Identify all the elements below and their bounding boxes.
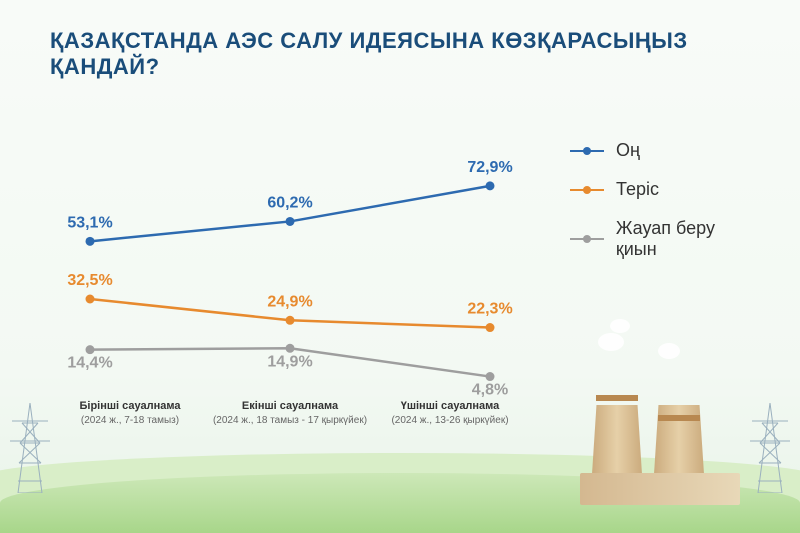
data-point <box>86 295 95 304</box>
legend-label: Теріс <box>616 179 659 200</box>
legend-swatch <box>570 150 604 152</box>
legend-swatch <box>570 238 604 240</box>
x-axis-label-sub: (2024 ж., 7-18 тамыз) <box>81 415 179 426</box>
x-axis-label: Екінші сауалнама (2024 ж., 18 тамыз - 17 … <box>210 400 370 426</box>
x-axis-label-sub: (2024 ж., 13-26 қыркүйек) <box>391 415 508 426</box>
chart-svg: 53,1% 60,2% 72,9% 32,5% 24,9% 22,3% 14,4% 14,9%… <box>50 80 530 400</box>
data-point <box>86 345 95 354</box>
x-axis-label: Үшінші сауалнама (2024 ж., 13-26 қыркүйек… <box>370 400 530 426</box>
x-axis-label-main: Бірінші сауалнама <box>50 400 210 412</box>
x-axis-label-main: Екінші сауалнама <box>210 400 370 412</box>
pylon-left-icon <box>10 403 50 493</box>
x-axis-labels: Бірінші сауалнама (2024 ж., 7-18 тамыз) Ек… <box>50 400 530 426</box>
data-label: 32,5% <box>67 272 112 289</box>
data-label: 72,9% <box>467 159 512 176</box>
data-label: 53,1% <box>67 214 112 231</box>
data-point <box>486 323 495 332</box>
legend-item-negative: Теріс <box>570 179 760 200</box>
x-axis-label-sub: (2024 ж., 18 тамыз - 17 қыркүйек) <box>213 415 367 426</box>
data-point <box>286 316 295 325</box>
data-label: 22,3% <box>467 301 512 318</box>
data-point <box>486 372 495 381</box>
data-label: 4,8% <box>472 382 508 399</box>
chart: 53,1% 60,2% 72,9% 32,5% 24,9% 22,3% 14,4% 14,9%… <box>50 80 530 400</box>
data-label: 24,9% <box>267 293 312 310</box>
chart-title: ҚАЗАҚСТАНДА АЭС САЛУ ИДЕЯСЫНА КӨЗҚАРАСЫҢ… <box>50 28 750 80</box>
legend-item-positive: Оң <box>570 140 760 161</box>
x-axis-label: Бірінші сауалнама (2024 ж., 7-18 тамыз) <box>50 400 210 426</box>
x-axis-label-main: Үшінші сауалнама <box>370 400 530 412</box>
power-plant-icon <box>580 355 740 505</box>
legend-label: Оң <box>616 140 640 161</box>
pylon-right-icon <box>750 403 790 493</box>
data-point <box>486 181 495 190</box>
legend-item-hard: Жауап беру қиын <box>570 218 760 260</box>
data-point <box>286 217 295 226</box>
legend: Оң Теріс Жауап беру қиын <box>570 140 760 278</box>
legend-label: Жауап беру қиын <box>616 218 760 260</box>
data-label: 14,9% <box>267 353 312 370</box>
data-label: 14,4% <box>67 355 112 372</box>
data-point <box>86 237 95 246</box>
data-label: 60,2% <box>267 194 312 211</box>
legend-swatch <box>570 189 604 191</box>
data-point <box>286 344 295 353</box>
